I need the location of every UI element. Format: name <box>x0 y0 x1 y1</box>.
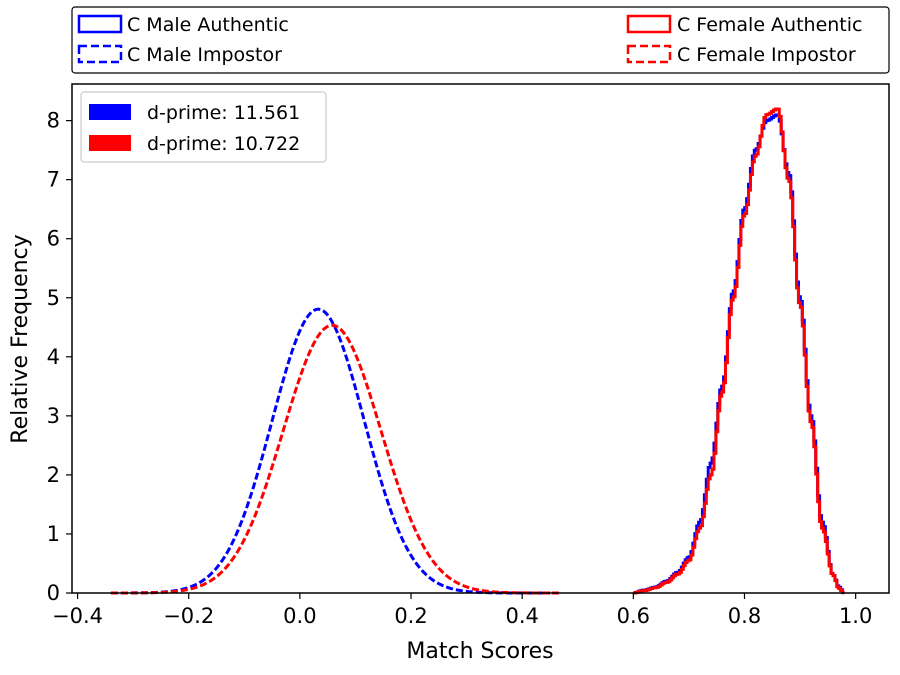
series-c-female-impostor <box>110 323 562 595</box>
x-tick-label: 0.6 <box>617 604 650 628</box>
legend-swatch-male-impostor <box>77 44 123 64</box>
legend-swatch-male-authentic <box>77 14 123 34</box>
top-legend: C Male Authentic C Male Impostor C Femal… <box>71 6 890 74</box>
y-tick-label: 3 <box>47 404 60 428</box>
legend-entry-female-authentic: C Female Authentic <box>626 14 862 36</box>
legend-entry-female-impostor: C Female Impostor <box>626 44 856 66</box>
y-tick-label: 4 <box>47 345 60 369</box>
series-c-female-authentic <box>633 107 845 595</box>
top-legend-frame <box>71 6 890 74</box>
y-tick-label: 8 <box>47 109 60 133</box>
y-axis-label: Relative Frequency <box>8 234 33 443</box>
inner-legend-frame <box>80 91 327 163</box>
x-tick-label: 1.0 <box>839 604 872 628</box>
series-c-male-authentic <box>633 113 845 595</box>
legend-entry-dprime-male: d-prime: 11.561 <box>89 102 300 124</box>
legend-entry-dprime-female: d-prime: 10.722 <box>89 133 300 155</box>
legend-label-dprime-male: d-prime: 11.561 <box>147 102 300 124</box>
legend-label-female-impostor: C Female Impostor <box>677 44 856 66</box>
plot-frame <box>71 83 890 594</box>
legend-entry-male-authentic: C Male Authentic <box>77 14 289 36</box>
series-layer <box>110 107 845 595</box>
x-axis: −0.4 −0.2 0.0 0.2 0.4 0.6 0.8 1.0 <box>52 593 872 628</box>
x-tick-label: −0.2 <box>163 604 214 628</box>
x-tick-label: −0.4 <box>52 604 103 628</box>
x-tick-label: 0.0 <box>283 604 316 628</box>
x-axis-label: Match Scores <box>406 639 553 664</box>
legend-swatch-dprime-male <box>89 104 131 120</box>
legend-label-female-authentic: C Female Authentic <box>677 14 862 36</box>
series-c-male-impostor <box>110 307 550 595</box>
legend-entry-male-impostor: C Male Impostor <box>77 44 282 66</box>
y-tick-label: 2 <box>47 463 60 487</box>
legend-label-dprime-female: d-prime: 10.722 <box>147 133 300 155</box>
inner-legend: d-prime: 11.561 d-prime: 10.722 <box>80 91 327 163</box>
y-tick-label: 1 <box>47 522 60 546</box>
legend-label-male-impostor: C Male Impostor <box>127 44 282 66</box>
x-tick-label: 0.4 <box>505 604 538 628</box>
legend-swatch-female-impostor <box>626 44 672 64</box>
legend-swatch-dprime-female <box>89 135 131 151</box>
y-axis: 0 1 2 3 4 5 6 7 8 <box>47 109 72 605</box>
y-tick-label: 0 <box>47 581 60 605</box>
y-tick-label: 6 <box>47 227 60 251</box>
y-tick-label: 5 <box>47 286 60 310</box>
x-tick-label: 0.8 <box>728 604 761 628</box>
legend-label-male-authentic: C Male Authentic <box>127 14 289 36</box>
y-tick-label: 7 <box>47 168 60 192</box>
legend-swatch-female-authentic <box>626 14 672 34</box>
x-tick-label: 0.2 <box>394 604 427 628</box>
